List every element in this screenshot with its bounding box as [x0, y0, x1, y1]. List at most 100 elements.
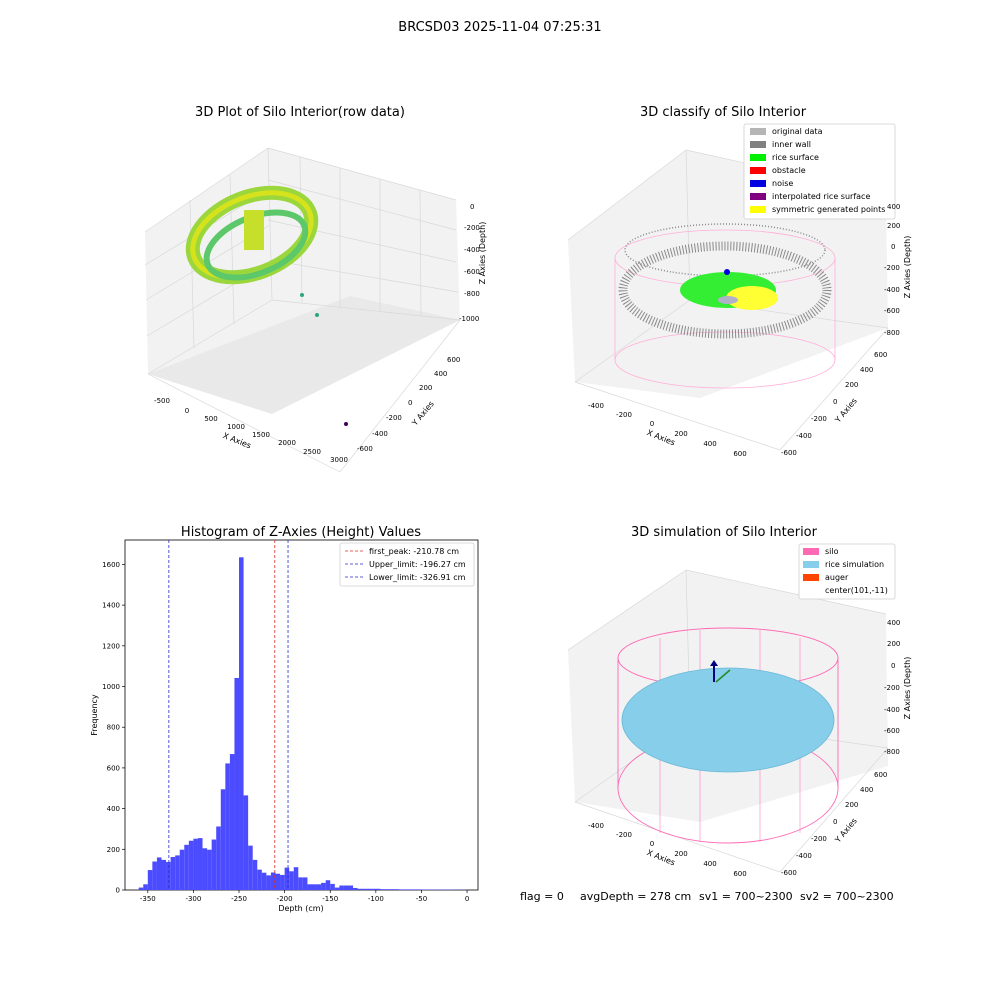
tick-label: -400 — [884, 706, 900, 714]
x-tick-label: -150 — [322, 895, 338, 903]
x-tick-label: -100 — [368, 895, 384, 903]
panel-classify-xlabel: X Axies — [646, 428, 677, 447]
histogram-bar — [330, 883, 335, 890]
histogram-bar — [152, 861, 157, 890]
panel-simulation-z-ticks: 400 200 0 -200 -400 -600 -800 — [884, 619, 900, 756]
histogram-bar — [243, 795, 249, 890]
tick-label: -600 — [884, 307, 900, 315]
panel-simulation-xlabel: X Axies — [646, 848, 677, 867]
panel-histogram: Histogram of Z-Axies (Height) Values -35… — [90, 525, 479, 913]
histogram-bar — [384, 889, 390, 890]
tick-label: -200 — [884, 264, 900, 272]
tick-label: 400 — [703, 440, 716, 448]
x-tick-label: -200 — [277, 895, 293, 903]
tick-label: -400 — [796, 432, 812, 440]
panel-classify-legend-box — [743, 123, 896, 220]
legend-swatch-obstacle — [750, 167, 766, 174]
histogram-bar — [266, 875, 271, 890]
y-tick-label: 600 — [107, 764, 120, 772]
histogram-bar — [225, 763, 230, 890]
tick-label: 200 — [674, 430, 687, 438]
status-flag: flag = 0 — [520, 890, 564, 903]
x-tick-label: -50 — [416, 895, 427, 903]
legend-label: center(101,-11) — [825, 586, 888, 595]
histogram-bar — [371, 888, 376, 890]
histogram-bar — [302, 877, 308, 890]
histogram-plot-area — [124, 539, 479, 891]
histogram-bar — [220, 789, 226, 890]
histogram-bar — [166, 861, 171, 890]
x-tick-label: 0 — [465, 895, 469, 903]
tick-label: -800 — [884, 748, 900, 756]
tick-label: 1000 — [227, 423, 245, 431]
y-tick-label: 1600 — [102, 561, 120, 569]
tick-label: -600 — [464, 268, 480, 276]
histogram-bar — [416, 889, 422, 890]
legend-label: Upper_limit: -196.27 cm — [369, 560, 466, 569]
tick-label: 400 — [434, 370, 447, 378]
tick-label: 0 — [185, 407, 189, 415]
tick-label: -600 — [884, 727, 900, 735]
legend-label: rice surface — [772, 153, 819, 162]
histogram-bar — [161, 859, 167, 890]
histogram-bar — [289, 871, 294, 890]
panel-histogram-title: Histogram of Z-Axies (Height) Values — [181, 525, 421, 540]
panel-raw-x-ticks: -500 0 500 1000 1500 2000 2500 3000 — [154, 397, 348, 464]
legend-swatch-rice-surface — [750, 154, 766, 161]
histogram-bar — [407, 889, 413, 890]
histogram-bar — [357, 888, 363, 890]
tick-label: -1000 — [459, 315, 479, 323]
tick-label: -600 — [781, 449, 797, 457]
tick-label: 600 — [447, 356, 460, 364]
tick-label: 400 — [860, 366, 873, 374]
histogram-bar — [229, 754, 235, 890]
tick-label: 0 — [833, 398, 837, 406]
histogram-bar — [175, 855, 180, 890]
legend-label: first_peak: -210.78 cm — [369, 547, 459, 556]
histogram-bar — [193, 838, 198, 890]
tick-label: 500 — [204, 415, 217, 423]
panel-classify-3d: 3D classify of Silo Interior original da… — [567, 105, 912, 458]
tick-label: -200 — [616, 411, 632, 419]
histogram-bar — [261, 872, 267, 890]
legend-label: Lower_limit: -326.91 cm — [369, 573, 466, 582]
tick-label: 0 — [891, 662, 895, 670]
y-tick-label: 0 — [116, 887, 120, 895]
legend-swatch-interpolated — [750, 193, 766, 200]
tick-label: 1500 — [252, 431, 270, 439]
tick-label: -600 — [357, 445, 373, 453]
y-tick-label: 400 — [107, 805, 120, 813]
tick-label: 200 — [887, 222, 900, 230]
tick-label: 200 — [845, 801, 858, 809]
histogram-bar — [366, 888, 372, 890]
tick-label: 0 — [650, 840, 654, 848]
legend-swatch-rice-simulation — [803, 561, 819, 568]
tick-label: -600 — [781, 869, 797, 877]
y-tick-label: 1400 — [102, 602, 120, 610]
tick-label: 200 — [887, 640, 900, 648]
tick-label: 0 — [891, 243, 895, 251]
histogram-bar — [211, 839, 217, 890]
tick-label: 400 — [887, 203, 900, 211]
status-sv2: sv2 = 700~2300 — [800, 890, 894, 903]
histogram-bar — [380, 889, 385, 890]
histogram-bar — [389, 889, 395, 890]
panel-simulation-zlabel: Z Axies (Depth) — [903, 657, 912, 720]
histogram-y-ticks: 0 200 400 600 800 1000 1200 1400 1600 — [102, 561, 125, 895]
tick-label: 200 — [845, 381, 858, 389]
histogram-bar — [252, 859, 258, 890]
tick-label: -400 — [372, 430, 388, 438]
panel-simulation-legend: silo rice simulation auger center(101,-1… — [803, 547, 888, 595]
histogram-bar — [307, 884, 312, 890]
panel-raw-y-ticks: -600 -400 -200 0 200 400 600 — [357, 356, 460, 453]
legend-label: auger — [825, 573, 849, 582]
histogram-xlabel: Depth (cm) — [278, 904, 323, 913]
histogram-bar — [216, 826, 221, 890]
legend-swatch-inner-wall — [750, 141, 766, 148]
panel-classify-title: 3D classify of Silo Interior — [640, 105, 807, 120]
panel-simulation-y-ticks: -600 -400 -200 0 200 400 600 — [781, 771, 887, 877]
histogram-bar — [138, 887, 144, 890]
legend-swatch-auger — [803, 574, 819, 581]
histogram-bar — [143, 884, 148, 890]
tick-label: 400 — [703, 860, 716, 868]
